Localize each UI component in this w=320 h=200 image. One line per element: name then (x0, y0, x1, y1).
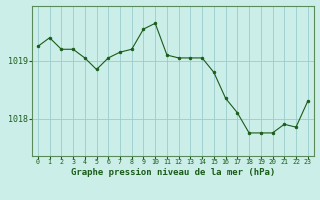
X-axis label: Graphe pression niveau de la mer (hPa): Graphe pression niveau de la mer (hPa) (71, 168, 275, 177)
